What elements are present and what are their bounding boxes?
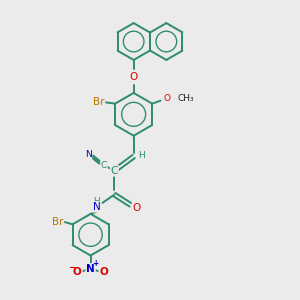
Text: N: N [86,264,95,274]
Text: −: − [68,262,76,272]
Text: N: N [85,150,92,159]
Text: H: H [93,196,100,206]
Text: O: O [100,268,108,278]
Text: CH₃: CH₃ [177,94,194,103]
Text: O: O [164,94,170,103]
Text: O: O [130,72,138,82]
Text: C: C [101,161,107,170]
Text: +: + [92,259,98,268]
Text: H: H [139,151,145,160]
Text: C: C [111,166,118,176]
Text: Br: Br [52,217,63,227]
Text: O: O [133,203,141,213]
Text: N: N [93,202,101,212]
Text: Br: Br [93,97,104,107]
Text: O: O [73,268,82,278]
